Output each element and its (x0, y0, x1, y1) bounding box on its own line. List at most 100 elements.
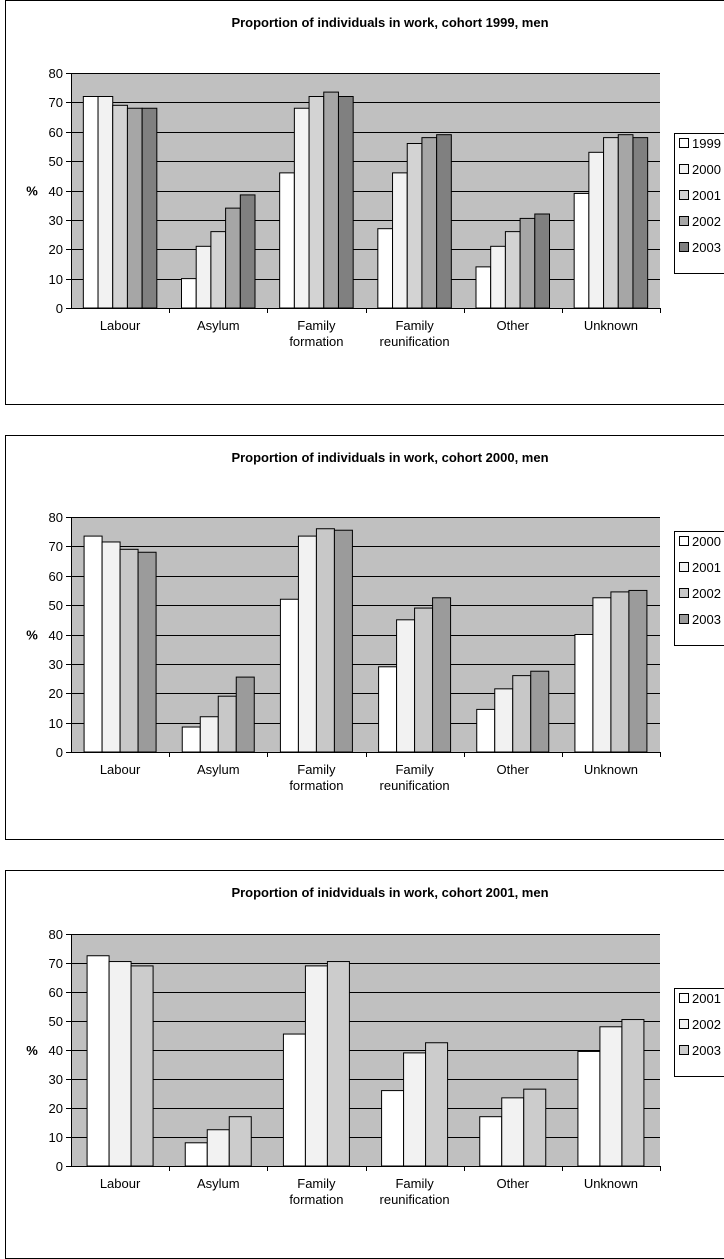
chart-0-legend-swatch-1999 (679, 138, 689, 148)
chart-0-category-label: Asylum (197, 318, 240, 333)
chart-0-ytick-label: 50 (49, 154, 63, 169)
chart-0-bar-unknown-2000 (588, 151, 605, 309)
chart-1-bar-family-formation-2003 (333, 529, 353, 753)
chart-0-bar-family-formation-2002 (323, 91, 339, 309)
chart-2-bar-family-formation-2002 (304, 965, 328, 1167)
chart-1-ytick-label: 10 (49, 716, 63, 731)
chart-1-bar-unknown-2000 (574, 634, 594, 753)
chart-1-ytick-label: 70 (49, 539, 63, 554)
chart-0-legend-label-2000: 2000 (692, 162, 721, 177)
chart-2-bar-asylum-2002 (206, 1129, 230, 1167)
chart-2-ytick-label: 50 (49, 1014, 63, 1029)
chart-0-category-label: Family (395, 318, 434, 333)
chart-0-legend-swatch-2000 (679, 164, 689, 174)
chart-1-legend-swatch-2000 (679, 536, 689, 546)
chart-0-bar-other-2002 (519, 217, 536, 309)
chart-1-bar-asylum-2003 (235, 676, 255, 753)
chart-0-ytick-label: 60 (49, 125, 63, 140)
chart-2-bar-other-2002 (501, 1097, 525, 1167)
chart-0-ytick-label: 30 (49, 213, 63, 228)
chart-2-legend-swatch-2002 (679, 1019, 689, 1029)
chart-0-bar-other-2000 (490, 245, 506, 309)
chart-0-y-axis-label: % (26, 184, 38, 199)
chart-0-category-label: Unknown (584, 318, 638, 333)
chart-2-bar-family-reunification-2003 (425, 1042, 449, 1167)
chart-2-legend-box (674, 988, 724, 1077)
chart-1-legend-label-2002: 2002 (692, 586, 721, 601)
chart-1-y-axis-label: % (26, 628, 38, 643)
chart-2-bar-family-formation-2003 (326, 961, 350, 1167)
chart-2-ytick-label: 40 (49, 1043, 63, 1058)
chart-svg-cohort-2001: Proportion of inidviduals in work, cohor… (5, 870, 724, 1259)
chart-0-bar-family-formation-2003 (337, 96, 354, 309)
chart-panel-cohort-2001: Proportion of inidviduals in work, cohor… (0, 870, 724, 1259)
chart-1-category-label: formation (289, 778, 343, 793)
chart-2-category-label: Labour (100, 1176, 141, 1191)
chart-0-bar-other-2001 (504, 231, 521, 309)
chart-0-bar-family-formation-2001 (308, 96, 325, 309)
chart-2-bar-family-formation-2001 (282, 1033, 306, 1167)
chart-0-legend-label-2003: 2003 (692, 240, 721, 255)
chart-0-bar-family-reunification-1999 (377, 228, 394, 309)
chart-1-bar-asylum-2000 (181, 726, 201, 753)
chart-0-bar-asylum-2002 (225, 207, 241, 309)
chart-2-ytick-label: 10 (49, 1130, 63, 1145)
chart-2-ytick-label: 70 (49, 956, 63, 971)
chart-0-legend-label-2001: 2001 (692, 188, 721, 203)
chart-0-bar-labour-2001 (112, 104, 128, 309)
chart-0-bar-family-reunification-2000 (392, 172, 408, 309)
chart-2-legend-label-2002: 2002 (692, 1017, 721, 1032)
chart-2-category-label: Family (395, 1176, 434, 1191)
chart-2-bar-other-2003 (523, 1088, 547, 1167)
chart-2-title: Proportion of inidviduals in work, cohor… (231, 885, 548, 900)
chart-2-legend-swatch-2001 (679, 993, 689, 1003)
chart-0-bar-family-formation-1999 (279, 172, 295, 309)
chart-0-ytick-label: 70 (49, 95, 63, 110)
chart-0-bar-unknown-2002 (617, 134, 634, 309)
chart-1-category-label: Family (395, 762, 434, 777)
chart-1-legend-swatch-2002 (679, 588, 689, 598)
chart-2-bar-unknown-2002 (599, 1026, 623, 1167)
chart-0-legend-label-2002: 2002 (692, 214, 721, 229)
chart-0-bar-labour-2003 (141, 107, 158, 309)
chart-0-ytick-label: 20 (49, 242, 63, 257)
chart-0-ytick-label: 80 (49, 66, 63, 81)
chart-2-bar-labour-2001 (86, 955, 110, 1167)
chart-2-bar-labour-2003 (130, 965, 154, 1167)
chart-0-legend-swatch-2001 (679, 190, 689, 200)
chart-0-category-label: Other (496, 318, 529, 333)
chart-2-bar-family-reunification-2001 (381, 1090, 405, 1167)
chart-1-legend-label-2003: 2003 (692, 612, 721, 627)
chart-0-ytick-label: 10 (49, 272, 63, 287)
chart-2-legend-swatch-2003 (679, 1045, 689, 1055)
chart-0-ytick-label: 40 (49, 184, 63, 199)
chart-2-ytick-label: 30 (49, 1072, 63, 1087)
chart-0-category-label: Family (297, 318, 336, 333)
chart-1-bar-other-2002 (512, 675, 532, 753)
chart-2-category-label: Unknown (584, 1176, 638, 1191)
chart-svg-cohort-2000: Proportion of individuals in work, cohor… (5, 435, 724, 840)
chart-panel-cohort-2000: Proportion of individuals in work, cohor… (0, 435, 724, 840)
chart-0-bar-other-2003 (534, 213, 550, 309)
chart-0-bar-asylum-2001 (210, 231, 227, 309)
chart-2-bar-unknown-2003 (621, 1019, 645, 1167)
chart-0-bar-unknown-2003 (632, 137, 649, 309)
chart-2-legend-label-2003: 2003 (692, 1043, 721, 1058)
chart-1-ytick-label: 60 (49, 569, 63, 584)
chart-1-bar-other-2000 (476, 708, 496, 753)
chart-1-plot-area (71, 517, 660, 752)
chart-1-bar-labour-2000 (83, 535, 103, 753)
chart-0-legend-swatch-2002 (679, 216, 689, 226)
chart-1-category-label: Other (496, 762, 529, 777)
chart-0-legend-label-1999: 1999 (692, 136, 721, 151)
chart-0-title: Proportion of individuals in work, cohor… (231, 15, 548, 30)
chart-1-bar-family-reunification-2002 (414, 607, 434, 753)
chart-1-bar-labour-2001 (101, 541, 121, 753)
chart-2-legend-label-2001: 2001 (692, 991, 721, 1006)
chart-2-y-axis-label: % (26, 1043, 38, 1058)
chart-0-category-label: Labour (100, 318, 141, 333)
chart-1-bar-family-formation-2000 (279, 598, 299, 753)
chart-1-bar-family-reunification-2001 (396, 619, 416, 753)
chart-1-bar-family-formation-2001 (297, 535, 317, 753)
chart-1-bar-family-formation-2002 (315, 528, 335, 753)
